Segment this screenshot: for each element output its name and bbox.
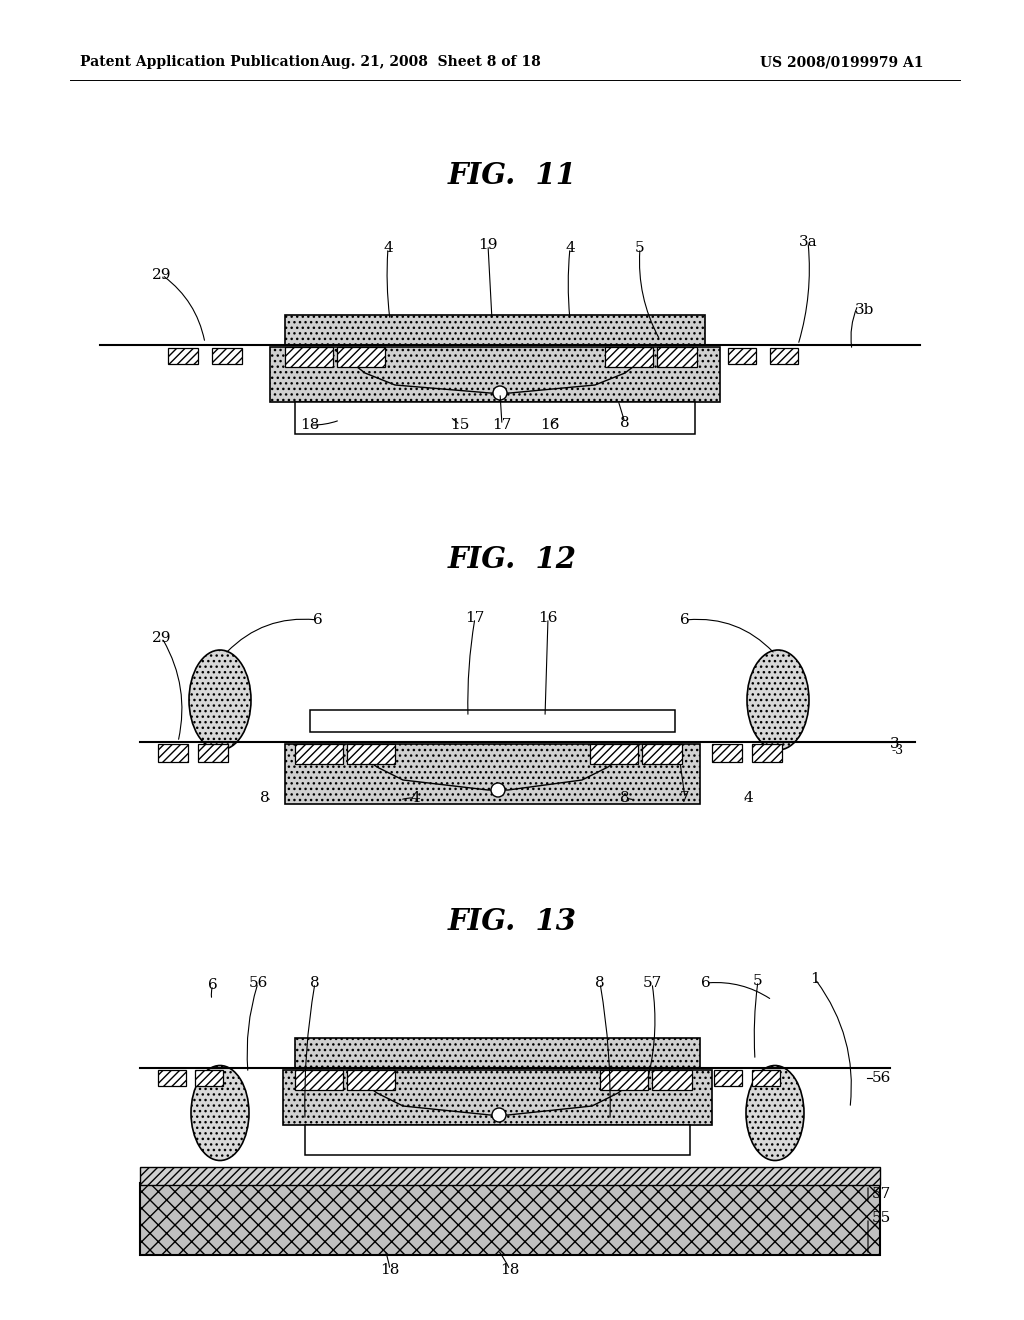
Text: 1: 1 [810, 972, 820, 986]
Bar [347, 744, 395, 764]
Bar [195, 1071, 223, 1086]
Text: 29: 29 [153, 268, 172, 282]
Text: 15: 15 [451, 418, 470, 432]
Circle shape [492, 1107, 506, 1122]
Ellipse shape [189, 649, 251, 750]
Bar [770, 348, 798, 364]
Text: 17: 17 [465, 611, 484, 624]
Bar [158, 1071, 186, 1086]
Bar [158, 744, 188, 762]
Circle shape [490, 783, 505, 797]
Bar [337, 347, 385, 367]
Text: -3: -3 [892, 744, 904, 756]
Text: 4: 4 [411, 791, 420, 805]
Text: 5: 5 [754, 974, 763, 987]
Bar [642, 744, 682, 764]
Text: 3: 3 [890, 737, 900, 751]
Bar [198, 744, 228, 762]
Bar [168, 348, 198, 364]
Text: 18: 18 [300, 418, 319, 432]
Text: 55: 55 [872, 1210, 891, 1225]
Text: 3b: 3b [855, 304, 874, 317]
Bar [140, 1183, 880, 1255]
Text: 16: 16 [541, 418, 560, 432]
Text: 4: 4 [743, 791, 753, 805]
Text: 4: 4 [383, 242, 393, 255]
Text: 5: 5 [635, 242, 645, 255]
Bar [728, 348, 756, 364]
Bar [752, 744, 782, 762]
Text: 17: 17 [493, 418, 512, 432]
Text: 18: 18 [501, 1263, 520, 1276]
Bar [270, 347, 720, 403]
Text: 56: 56 [872, 1071, 891, 1085]
Text: 4: 4 [565, 242, 574, 255]
Bar [140, 1167, 880, 1185]
Bar [605, 347, 653, 367]
Bar [212, 348, 242, 364]
Text: Patent Application Publication: Patent Application Publication [80, 55, 319, 69]
Text: 8: 8 [621, 791, 630, 805]
Text: 8: 8 [310, 975, 319, 990]
Bar [295, 1038, 700, 1068]
Ellipse shape [746, 649, 809, 750]
Bar [283, 1071, 712, 1125]
Text: 6: 6 [680, 612, 690, 627]
Text: 8: 8 [260, 791, 269, 805]
Circle shape [493, 385, 507, 400]
Bar [752, 1071, 780, 1086]
Text: FIG.  11: FIG. 11 [447, 161, 577, 190]
Text: 3a: 3a [799, 235, 817, 249]
Text: FIG.  13: FIG. 13 [447, 908, 577, 936]
Text: 57: 57 [872, 1187, 891, 1201]
Text: 6: 6 [313, 612, 323, 627]
Bar [600, 1071, 648, 1090]
Text: 16: 16 [539, 611, 558, 624]
Bar [712, 744, 742, 762]
Text: 56: 56 [248, 975, 267, 990]
Text: 8: 8 [595, 975, 605, 990]
Text: 6: 6 [701, 975, 711, 990]
Text: 18: 18 [380, 1263, 399, 1276]
Text: 29: 29 [153, 631, 172, 645]
Bar [657, 347, 697, 367]
Ellipse shape [191, 1065, 249, 1160]
Bar [714, 1071, 742, 1086]
Bar [652, 1071, 692, 1090]
Text: FIG.  12: FIG. 12 [447, 545, 577, 574]
Bar [295, 1071, 343, 1090]
Bar [285, 347, 333, 367]
Bar [295, 744, 343, 764]
Bar [285, 315, 705, 345]
Bar [295, 403, 695, 434]
Bar [347, 1071, 395, 1090]
Text: 19: 19 [478, 238, 498, 252]
Text: US 2008/0199979 A1: US 2008/0199979 A1 [760, 55, 924, 69]
Bar [310, 710, 675, 733]
Bar [590, 744, 638, 764]
Text: 57: 57 [642, 975, 662, 990]
Bar [305, 1125, 690, 1155]
Text: 8: 8 [621, 416, 630, 430]
Ellipse shape [746, 1065, 804, 1160]
Text: 6: 6 [208, 978, 218, 993]
Text: 7: 7 [680, 791, 690, 805]
Bar [285, 744, 700, 804]
Text: Aug. 21, 2008  Sheet 8 of 18: Aug. 21, 2008 Sheet 8 of 18 [319, 55, 541, 69]
